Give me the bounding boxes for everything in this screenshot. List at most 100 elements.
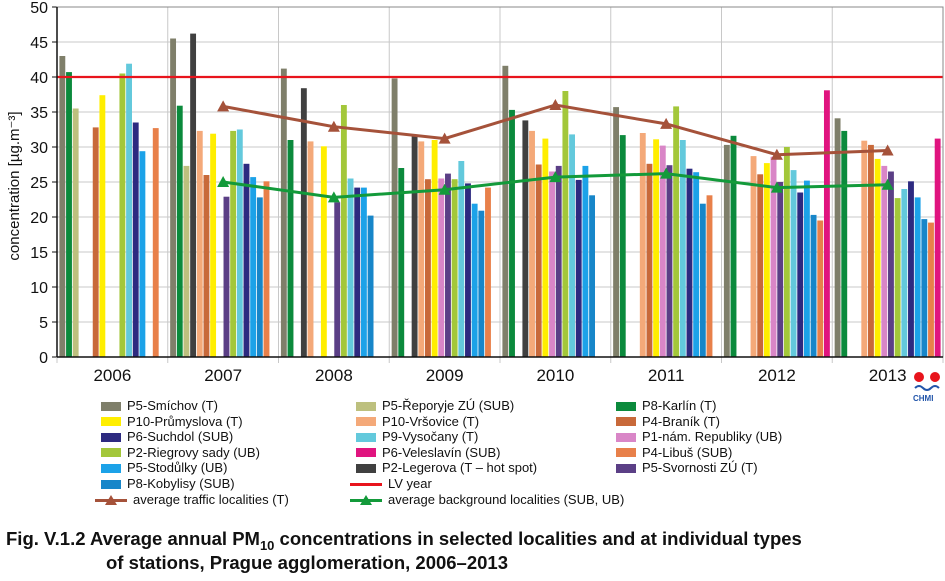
legend-label: P5-Smíchov (T) [127, 398, 219, 413]
legend-label: P8-Kobylisy (SUB) [127, 476, 235, 491]
bar [438, 178, 445, 357]
legend-item: P4-Libuš (SUB) [610, 444, 733, 460]
x-tick-label: 2010 [536, 366, 574, 385]
bar [66, 72, 72, 357]
bar [280, 68, 287, 357]
legend-swatch [95, 494, 127, 506]
bar [861, 140, 868, 357]
legend-label: P6-Suchdol (SUB) [127, 429, 234, 445]
chmi-logo-icon [914, 372, 940, 391]
bar [170, 38, 177, 357]
legend-label: P10-Vršovice (T) [382, 413, 480, 429]
y-axis-label: concentration [µg.m⁻³] [6, 111, 23, 260]
line-marker [327, 120, 340, 132]
line-marker [881, 178, 894, 190]
y-tick-label: 40 [30, 70, 48, 87]
bar [730, 135, 737, 357]
bar [673, 106, 680, 358]
bar [230, 130, 237, 357]
figure-caption-line1: Fig. V.1.2 Average annual PM10 concentra… [6, 528, 802, 553]
legend-label: P4-Libuš (SUB) [642, 444, 733, 460]
bar [354, 187, 361, 357]
bar [888, 171, 894, 357]
legend-swatch [616, 417, 636, 427]
legend-item: P2-Legerova (T – hot spot) [350, 461, 537, 475]
bar [582, 165, 589, 357]
bar [823, 90, 830, 358]
y-tick-label: 10 [30, 280, 48, 297]
legend-swatch [350, 478, 382, 490]
bar [868, 144, 874, 357]
bar [190, 33, 197, 357]
bar [445, 173, 451, 357]
y-tick-label: 45 [30, 35, 48, 52]
bar [398, 168, 405, 357]
bar [589, 195, 596, 357]
bar [686, 168, 693, 357]
legend-item: average background localities (SUB, UB) [350, 491, 625, 507]
bar [320, 146, 327, 357]
legend-swatch [101, 432, 121, 442]
bar [653, 139, 660, 357]
bar [431, 140, 438, 357]
legend-label: P5-Stodůlky (UB) [127, 460, 228, 476]
bar [223, 196, 230, 357]
caption-suffix: concentrations in selected localities an… [274, 528, 802, 549]
legend-label: average background localities (SUB, UB) [388, 491, 625, 507]
bar [210, 133, 217, 357]
bar [810, 214, 817, 357]
bar [529, 130, 535, 357]
legend-swatch [101, 463, 121, 473]
bar [555, 165, 562, 357]
y-tick-label: 25 [30, 175, 48, 192]
bar [750, 156, 757, 357]
bar [340, 105, 347, 357]
bar [928, 222, 934, 357]
bar [176, 105, 183, 357]
bar [196, 130, 203, 357]
bar [152, 128, 159, 357]
bar [522, 120, 529, 358]
legend-label: P5-Svornosti ZÚ (T) [642, 460, 758, 476]
legend-label: P2-Riegrovy sady (UB) [127, 444, 260, 460]
bar [535, 164, 542, 357]
bar [834, 118, 841, 357]
line-marker [660, 167, 673, 179]
legend-label: P5-Řeporyje ZÚ (SUB) [382, 398, 515, 413]
y-tick-label: 20 [30, 210, 48, 227]
bar [841, 130, 848, 357]
bar [307, 141, 314, 357]
line-marker [881, 144, 894, 156]
line-marker [549, 171, 562, 183]
bar [921, 219, 928, 357]
x-tick-label: 2011 [648, 366, 685, 385]
bar [92, 127, 99, 358]
bar [874, 158, 881, 357]
bar [509, 109, 515, 358]
line-marker [217, 176, 230, 187]
bar [132, 122, 139, 357]
bar [639, 133, 646, 357]
legend-item: P6-Veleslavín (SUB) [350, 445, 501, 460]
caption-subscript: 10 [259, 538, 275, 553]
bar [797, 192, 804, 357]
bar [659, 145, 666, 357]
bar [139, 151, 146, 357]
chmi-logo [910, 368, 944, 402]
bar [817, 220, 824, 357]
bar [763, 163, 770, 357]
line-marker [549, 99, 562, 110]
legend-swatch [356, 432, 376, 442]
legend-item: P5-Svornosti ZÚ (T) [610, 461, 758, 475]
legend-item: P4-Braník (T) [610, 413, 721, 429]
line-marker [438, 132, 451, 144]
legend-item: P2-Riegrovy sady (UB) [95, 444, 260, 460]
bar [562, 91, 569, 357]
bar [619, 135, 626, 357]
legend-label: P4-Braník (T) [642, 413, 721, 429]
legend-label: P9-Vysočany (T) [382, 429, 479, 445]
bar [411, 135, 418, 357]
legend-swatch [101, 479, 121, 489]
x-tick-label: 2006 [93, 366, 131, 385]
bar [777, 182, 784, 357]
